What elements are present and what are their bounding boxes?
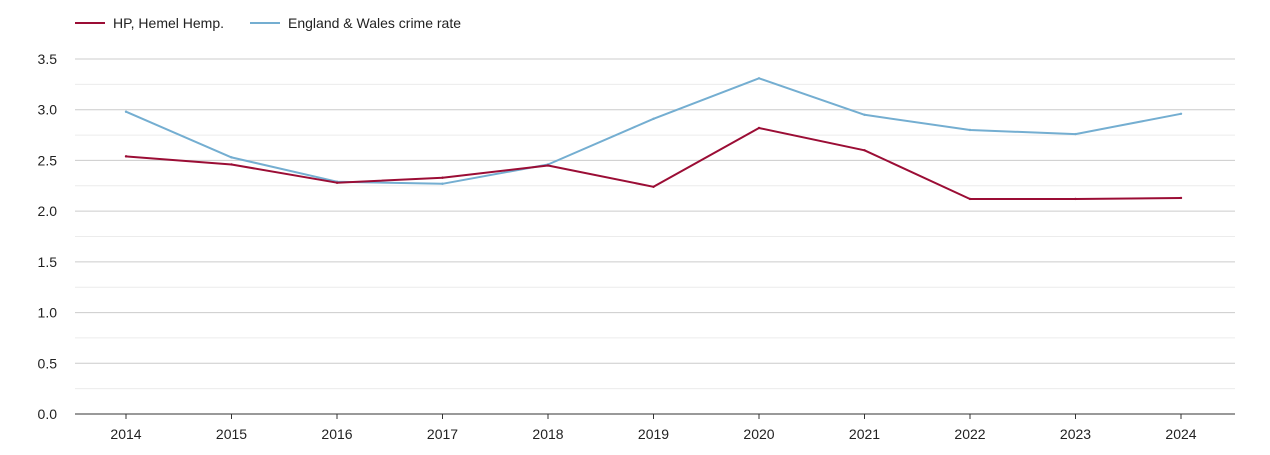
y-tick-label: 2.0	[38, 203, 58, 219]
series-line-england-wales	[125, 77, 1182, 185]
x-tick-label: 2016	[321, 426, 352, 442]
series-line-hp	[125, 127, 1182, 200]
x-tick-label: 2022	[954, 426, 985, 442]
data-point-hp	[652, 185, 655, 188]
legend-swatch-england-wales	[250, 22, 281, 24]
x-tick-label: 2014	[110, 426, 141, 442]
data-point-hp	[968, 197, 972, 201]
data-point-england-wales	[1179, 112, 1183, 115]
y-tick-label: 1.0	[38, 305, 58, 321]
x-tick-label: 2015	[216, 426, 247, 442]
x-tick-label: 2018	[532, 426, 563, 442]
data-point-england-wales	[863, 113, 866, 116]
data-point-hp	[757, 126, 761, 130]
y-tick-label: 3.0	[38, 102, 58, 118]
data-point-england-wales	[230, 156, 233, 159]
data-point-hp	[230, 163, 233, 166]
x-tick-label: 2024	[1165, 426, 1196, 442]
legend-swatch-hp	[75, 22, 105, 24]
data-point-hp	[335, 181, 339, 184]
data-point-england-wales	[124, 110, 128, 113]
data-point-hp	[1179, 196, 1183, 200]
data-point-hp	[124, 155, 128, 158]
data-point-hp	[441, 176, 444, 179]
y-tick-label: 0.5	[38, 355, 58, 371]
data-point-england-wales	[652, 117, 655, 121]
x-tick-label: 2021	[849, 426, 880, 442]
legend: HP, Hemel Hemp. England & Wales crime ra…	[75, 15, 487, 31]
data-point-hp	[863, 149, 866, 152]
y-tick-label: 3.5	[38, 51, 58, 67]
y-tick-label: 1.5	[38, 254, 58, 270]
data-point-hp	[1074, 197, 1077, 201]
x-tick-label: 2019	[638, 426, 669, 442]
x-tick-label: 2017	[427, 426, 458, 442]
data-point-england-wales	[757, 77, 761, 80]
data-point-england-wales	[1074, 132, 1077, 136]
data-point-england-wales	[968, 128, 972, 132]
legend-label-hp: HP, Hemel Hemp.	[113, 15, 225, 31]
y-tick-label: 0.0	[38, 406, 58, 422]
y-tick-label: 2.5	[38, 152, 58, 168]
legend-label-england-wales: England & Wales crime rate	[288, 15, 462, 31]
data-point-hp	[546, 164, 550, 167]
legend-item-england-wales[interactable]: England & Wales crime rate	[250, 15, 461, 31]
legend-item-hp[interactable]: HP, Hemel Hemp.	[75, 15, 224, 31]
x-tick-label: 2020	[743, 426, 774, 442]
x-tick-label: 2023	[1060, 426, 1091, 442]
data-point-england-wales	[441, 182, 444, 185]
